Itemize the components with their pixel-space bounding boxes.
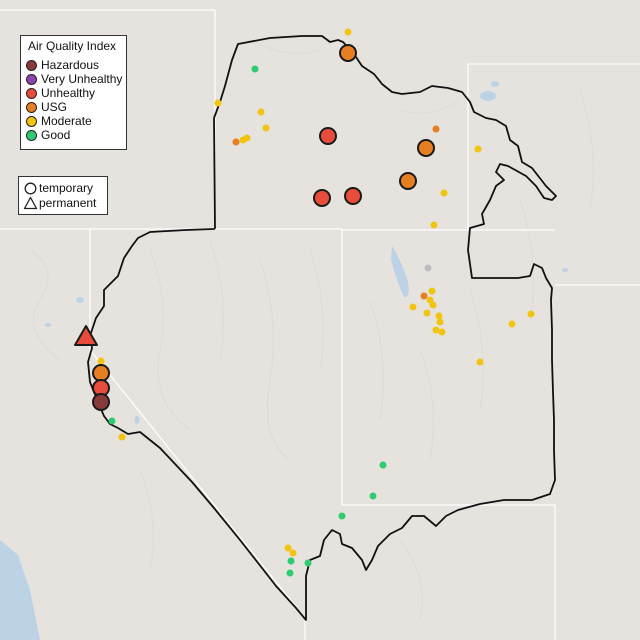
sensor-dot[interactable]: [369, 492, 377, 500]
sensor-marker[interactable]: [417, 139, 435, 157]
sensor-dots-small[interactable]: [97, 28, 535, 577]
sensor-dot[interactable]: [527, 310, 535, 318]
legend-label: Very Unhealthy: [41, 72, 123, 86]
sensor-dot[interactable]: [287, 557, 295, 565]
sensor-dot[interactable]: [508, 320, 516, 328]
legend-title: Air Quality Index: [28, 39, 117, 53]
sensor-dot[interactable]: [262, 124, 270, 132]
sensor-dot[interactable]: [424, 264, 432, 272]
sensor-dot[interactable]: [284, 544, 292, 552]
sensor-dot[interactable]: [438, 328, 446, 336]
legend-label: temporary: [39, 181, 94, 195]
sensor-dot[interactable]: [423, 309, 431, 317]
circle-icon: [26, 115, 37, 127]
sensor-marker[interactable]: [344, 187, 362, 205]
sensor-dot[interactable]: [251, 65, 259, 73]
sensor-marker[interactable]: [339, 44, 357, 62]
sensor-dot[interactable]: [239, 136, 247, 144]
circle-icon: [26, 59, 37, 71]
legend-label: Unhealthy: [41, 86, 96, 100]
sensor-marker[interactable]: [319, 127, 337, 145]
sensor-dot[interactable]: [379, 461, 387, 469]
sensor-dot[interactable]: [436, 318, 444, 326]
sensor-dot[interactable]: [118, 433, 126, 441]
legend-label: Good: [41, 128, 71, 142]
ocean: [0, 540, 40, 640]
legend-label: USG: [41, 100, 68, 114]
sensor-dot[interactable]: [432, 326, 440, 334]
sensor-marker[interactable]: [399, 172, 417, 190]
sensor-dot[interactable]: [257, 108, 265, 116]
sensor-dot[interactable]: [428, 287, 436, 295]
circle-icon: [26, 129, 37, 141]
sensor-marker[interactable]: [92, 393, 110, 411]
sensor-dot[interactable]: [476, 358, 484, 366]
type-legend: temporary permanent: [18, 176, 108, 215]
sensor-dot[interactable]: [108, 417, 116, 425]
circle-icon: [26, 87, 37, 99]
sensor-dot[interactable]: [289, 549, 297, 557]
sensor-dot[interactable]: [440, 189, 448, 197]
sensor-dot[interactable]: [338, 512, 346, 520]
sensor-dot[interactable]: [304, 559, 312, 567]
sensor-dot[interactable]: [435, 312, 443, 320]
sensor-dot[interactable]: [409, 303, 417, 311]
sensor-dot[interactable]: [429, 301, 437, 309]
triangle-icon: [23, 196, 38, 210]
sensor-markers-large[interactable]: [74, 44, 435, 411]
circle-icon: [24, 182, 37, 195]
sensor-dot[interactable]: [474, 145, 482, 153]
aqi-legend: Air Quality Index Hazardous Very Unhealt…: [20, 35, 127, 150]
sensor-dot[interactable]: [430, 221, 438, 229]
legend-label: Moderate: [41, 114, 92, 128]
sensor-dot[interactable]: [97, 357, 105, 365]
sensor-marker[interactable]: [313, 189, 331, 207]
sensor-dot[interactable]: [432, 125, 440, 133]
sensor-dot[interactable]: [214, 99, 222, 107]
circle-icon: [26, 101, 37, 113]
sensor-marker-permanent[interactable]: [74, 325, 98, 346]
sensor-dot[interactable]: [420, 292, 428, 300]
terrain-shading: [29, 39, 594, 621]
region-boundary: [87, 35, 557, 621]
sensor-dot[interactable]: [232, 138, 240, 146]
sensor-dot[interactable]: [344, 28, 352, 36]
sensor-marker[interactable]: [92, 364, 110, 382]
legend-label: Hazardous: [41, 58, 100, 72]
legend-label: permanent: [39, 196, 97, 210]
circle-icon: [26, 73, 37, 85]
sensor-dot[interactable]: [286, 569, 294, 577]
lakes: [45, 81, 568, 424]
